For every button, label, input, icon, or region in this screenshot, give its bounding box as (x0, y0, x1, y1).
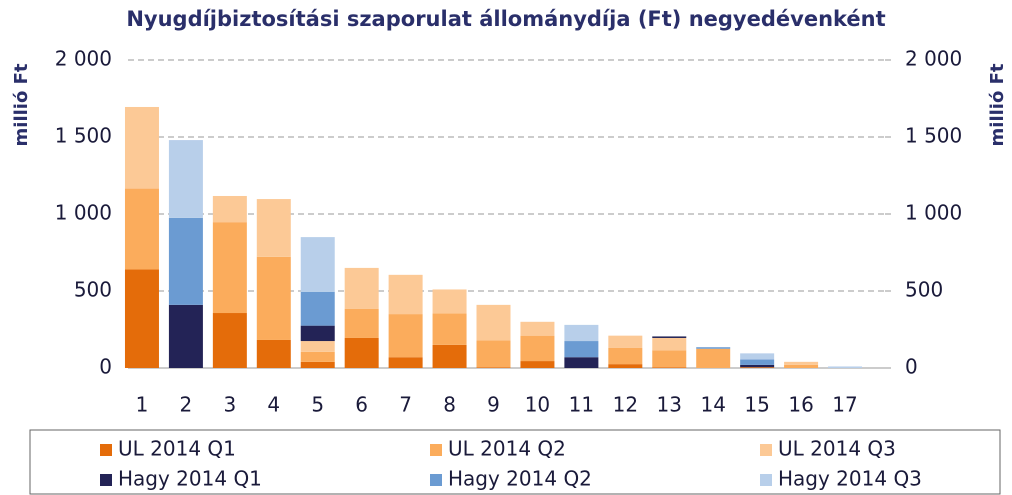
legend-swatch (100, 474, 112, 486)
x-tick-label: 16 (788, 393, 813, 417)
x-tick-label: 15 (744, 393, 769, 417)
y-tick-label: 500 (74, 278, 112, 302)
bar-segment (432, 289, 467, 314)
y2-tick-label: 1 000 (905, 201, 962, 225)
y2-tick-label: 1 500 (905, 124, 962, 148)
bar-segment (740, 353, 775, 360)
bar-segment (476, 304, 511, 341)
x-tick-label: 12 (613, 393, 638, 417)
bar-segment (300, 341, 335, 352)
legend-label: Hagy 2014 Q1 (118, 467, 262, 491)
bar-segment (168, 217, 203, 305)
bar-segment (256, 339, 291, 368)
legend-swatch (430, 474, 442, 486)
bar-segment (256, 256, 291, 340)
x-tick-label: 4 (267, 393, 280, 417)
y2-tick-label: 0 (905, 355, 918, 379)
bar-segment (212, 195, 247, 223)
bar-segment (476, 367, 511, 368)
y-tick-label: 0 (99, 355, 112, 379)
bar-segment (124, 188, 159, 270)
bar-segment (564, 357, 599, 368)
legend-label: Hagy 2014 Q3 (778, 467, 922, 491)
bar-segment (608, 364, 643, 368)
bar-segment (564, 341, 599, 358)
bar-segment (608, 347, 643, 365)
x-tick-label: 3 (223, 393, 236, 417)
bar-segment (344, 337, 379, 368)
x-tick-label: 13 (657, 393, 682, 417)
bar-segment (300, 361, 335, 368)
bar-segment (564, 324, 599, 342)
bar-segment (212, 222, 247, 314)
bar-segment (652, 367, 687, 368)
bar-segment (520, 361, 555, 368)
bar-segment (696, 348, 731, 368)
bar-segment (168, 140, 203, 218)
bar-segment (124, 269, 159, 368)
bar-segment (520, 335, 555, 362)
bar-segment (256, 199, 291, 257)
bar-segment (432, 344, 467, 368)
x-tick-label: 14 (700, 393, 725, 417)
legend-box (29, 429, 1001, 495)
legend-label: Hagy 2014 Q2 (448, 467, 592, 491)
y-tick-label: 1 500 (55, 124, 112, 148)
x-tick-label: 17 (832, 393, 857, 417)
bar-segment (388, 274, 423, 315)
legend-swatch (760, 474, 772, 486)
legend-label: UL 2014 Q2 (448, 437, 566, 461)
bar-segment (168, 304, 203, 368)
bar-segment (740, 367, 775, 368)
y2-tick-label: 500 (905, 278, 943, 302)
legend-label: UL 2014 Q3 (778, 437, 896, 461)
x-tick-label: 7 (399, 393, 412, 417)
legend-swatch (760, 444, 772, 456)
bar-segment (388, 357, 423, 368)
bar-segment (300, 237, 335, 292)
x-tick-label: 1 (136, 393, 149, 417)
x-tick-label: 8 (443, 393, 456, 417)
bar-segment (300, 325, 335, 342)
x-tick-label: 6 (355, 393, 368, 417)
y2-tick-label: 2 000 (905, 47, 962, 71)
bar-segment (740, 364, 775, 368)
bar-segment (344, 267, 379, 309)
y-tick-label: 2 000 (55, 47, 112, 71)
x-tick-label: 9 (487, 393, 500, 417)
bar-segment (476, 340, 511, 368)
x-tick-label: 5 (311, 393, 324, 417)
x-tick-label: 11 (569, 393, 594, 417)
bar-segment (652, 350, 687, 368)
bar-segment (432, 313, 467, 345)
bar-segment (652, 336, 687, 338)
bar-segment (828, 366, 863, 368)
bar-segment (124, 106, 159, 189)
bar-segment (344, 308, 379, 338)
legend-swatch (430, 444, 442, 456)
bar-segment (388, 314, 423, 358)
chart-title: Nyugdíjbiztosítási szaporulat állománydí… (126, 7, 885, 31)
y-tick-label: 1 000 (55, 201, 112, 225)
bar-segment (520, 321, 555, 336)
bar-segment (696, 347, 731, 349)
bar-segment (784, 361, 819, 365)
legend-swatch (100, 444, 112, 456)
bar-segment (300, 291, 335, 326)
bar-segment (784, 364, 819, 368)
bar-segment (608, 335, 643, 348)
x-tick-label: 2 (180, 393, 193, 417)
y2-axis-label: millió Ft (987, 63, 1008, 146)
bar-segment (740, 359, 775, 365)
bar-segment (212, 313, 247, 368)
bar-segment (300, 351, 335, 362)
bar-segment (652, 337, 687, 351)
y-axis-label: millió Ft (11, 63, 32, 146)
x-tick-label: 10 (525, 393, 550, 417)
legend-label: UL 2014 Q1 (118, 437, 236, 461)
